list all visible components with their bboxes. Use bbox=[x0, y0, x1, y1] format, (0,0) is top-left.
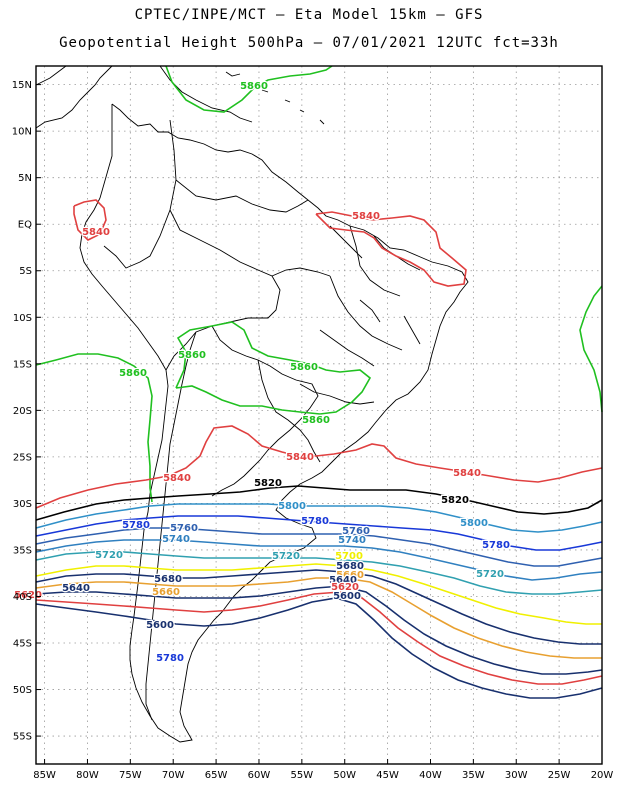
contour-label-5720: 5720 bbox=[272, 551, 300, 562]
contour-label-5700: 5700 bbox=[335, 551, 363, 562]
lat-tick-label: 5N bbox=[18, 173, 32, 184]
lon-tick-label: 30W bbox=[505, 770, 528, 781]
contour-5700 bbox=[35, 563, 602, 625]
lon-tick-label: 40W bbox=[419, 770, 442, 781]
contour-label-5840: 5840 bbox=[286, 452, 314, 463]
contour-label-5860: 5860 bbox=[302, 415, 330, 426]
lon-tick-label: 70W bbox=[162, 770, 185, 781]
contour-label-5740: 5740 bbox=[338, 535, 366, 546]
contour-label-5760: 5760 bbox=[342, 526, 370, 537]
lon-tick-label: 25W bbox=[548, 770, 571, 781]
contour-5740 bbox=[35, 539, 603, 581]
contour-lines bbox=[35, 65, 603, 699]
lat-tick-label: 10S bbox=[13, 313, 32, 324]
lat-tick-label: EQ bbox=[18, 220, 32, 231]
map-frame bbox=[35, 65, 603, 765]
contour-5860-center bbox=[175, 321, 372, 415]
contour-5820 bbox=[35, 485, 603, 521]
lon-tick-label: 65W bbox=[205, 770, 228, 781]
contour-label-5860: 5860 bbox=[240, 81, 268, 92]
lat-tick-label: 20S bbox=[13, 406, 32, 417]
lon-tick-label: 80W bbox=[76, 770, 99, 781]
lat-tick-label: 35S bbox=[13, 545, 32, 556]
contour-5840-ecuador bbox=[73, 199, 107, 241]
contour-label-5840: 5840 bbox=[163, 473, 191, 484]
contour-label-5600: 5600 bbox=[146, 620, 174, 631]
contour-label-5840: 5840 bbox=[82, 227, 110, 238]
contour-5780 bbox=[35, 515, 603, 551]
contour-5860-west bbox=[35, 353, 153, 503]
contour-label-5720: 5720 bbox=[95, 550, 123, 561]
contour-5720 bbox=[35, 551, 603, 595]
lat-tick-label: 15S bbox=[13, 359, 32, 370]
lat-tick-label: 25S bbox=[13, 452, 32, 463]
contour-label-5760: 5760 bbox=[170, 523, 198, 534]
latitude-tick-labels: 15N 10N 5N EQ 5S 10S 15S 20S 25S 30S 35S 40S 45S 50S 5… bbox=[12, 80, 41, 743]
lat-tick-label: 10N bbox=[12, 127, 32, 138]
lat-tick-label: 45S bbox=[13, 639, 32, 650]
lon-tick-label: 60W bbox=[248, 770, 271, 781]
contour-label-5840: 5840 bbox=[352, 211, 380, 222]
south-america-coast bbox=[79, 103, 469, 743]
contour-5760 bbox=[35, 527, 603, 567]
grid-lines bbox=[36, 66, 603, 764]
contour-5860-east bbox=[579, 285, 603, 413]
lon-tick-label: 75W bbox=[119, 770, 142, 781]
contour-label-5860: 5860 bbox=[290, 362, 318, 373]
contour-label-5800: 5800 bbox=[460, 518, 488, 529]
lat-tick-label: 50S bbox=[13, 685, 32, 696]
map-subtitle: Geopotential Height 500hPa – 07/01/2021 … bbox=[59, 35, 559, 51]
contour-label-5680: 5680 bbox=[336, 561, 364, 572]
lat-tick-label: 40S bbox=[13, 592, 32, 603]
contour-label-5820: 5820 bbox=[254, 478, 282, 489]
contour-5840-north bbox=[315, 211, 467, 287]
lat-tick-label: 55S bbox=[13, 732, 32, 743]
contour-label-5780: 5780 bbox=[122, 520, 150, 531]
contour-5800 bbox=[35, 503, 603, 533]
lon-tick-label: 20W bbox=[591, 770, 614, 781]
contour-label-5860: 5860 bbox=[178, 350, 206, 361]
contour-label-5680: 5680 bbox=[154, 574, 182, 585]
lon-tick-label: 35W bbox=[462, 770, 485, 781]
lon-tick-label: 85W bbox=[33, 770, 56, 781]
contour-labels: 5860 5860 5860 5860 5860 5840 5840 5840 5840 5840… bbox=[13, 80, 511, 666]
contour-5660 bbox=[35, 577, 602, 659]
contour-label-5780: 5780 bbox=[156, 653, 184, 664]
lat-tick-label: 15N bbox=[12, 80, 32, 91]
coastlines bbox=[35, 65, 469, 743]
lon-tick-label: 50W bbox=[333, 770, 356, 781]
contour-label-5660: 5660 bbox=[336, 570, 364, 581]
longitude-tick-labels: 85W 80W 75W 70W 65W 60W 55W 50W 45W 40W 35W 30W 25W 2… bbox=[33, 759, 613, 781]
contour-label-5820: 5820 bbox=[441, 495, 469, 506]
lon-tick-label: 45W bbox=[376, 770, 399, 781]
contour-label-5600: 5600 bbox=[333, 591, 361, 602]
contour-label-5740: 5740 bbox=[162, 534, 190, 545]
lon-tick-label: 55W bbox=[291, 770, 314, 781]
contour-label-5800: 5800 bbox=[278, 501, 306, 512]
contour-label-5620: 5620 bbox=[331, 582, 359, 593]
contour-label-5640: 5640 bbox=[329, 575, 357, 586]
central-america-coast bbox=[35, 65, 113, 129]
contour-5620 bbox=[35, 591, 603, 685]
contour-5640 bbox=[35, 585, 603, 675]
caribbean-islands bbox=[159, 65, 325, 125]
lat-tick-label: 5S bbox=[19, 266, 32, 277]
contour-5600 bbox=[35, 597, 603, 699]
country-borders bbox=[103, 119, 403, 721]
contour-label-5660: 5660 bbox=[152, 587, 180, 598]
contour-5860-north bbox=[165, 65, 333, 113]
contour-label-5840: 5840 bbox=[453, 468, 481, 479]
lat-tick-label: 30S bbox=[13, 499, 32, 510]
contour-label-5720: 5720 bbox=[476, 569, 504, 580]
contour-label-5780: 5780 bbox=[482, 540, 510, 551]
contour-5680 bbox=[35, 569, 602, 645]
contour-label-5860: 5860 bbox=[119, 368, 147, 379]
map-title: CPTEC/INPE/MCT – Eta Model 15km – GFS bbox=[134, 7, 484, 23]
contour-label-5780: 5780 bbox=[301, 516, 329, 527]
contour-5840-south bbox=[35, 425, 603, 509]
contour-label-5640: 5640 bbox=[62, 583, 90, 594]
